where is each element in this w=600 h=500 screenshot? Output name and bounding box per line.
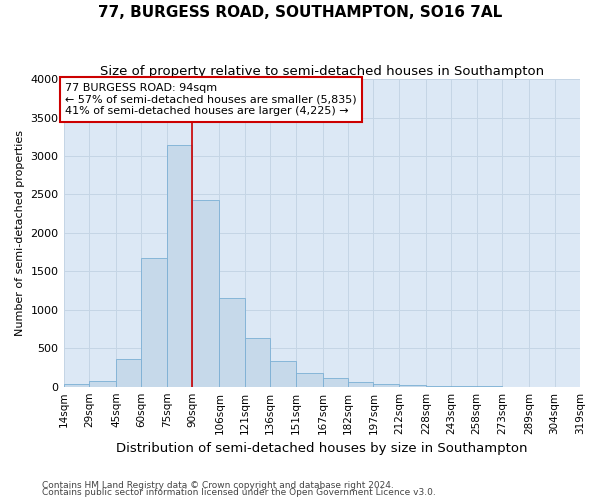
Bar xyxy=(323,378,348,386)
Title: Size of property relative to semi-detached houses in Southampton: Size of property relative to semi-detach… xyxy=(100,65,544,78)
X-axis label: Distribution of semi-detached houses by size in Southampton: Distribution of semi-detached houses by … xyxy=(116,442,527,455)
Text: Contains HM Land Registry data © Crown copyright and database right 2024.: Contains HM Land Registry data © Crown c… xyxy=(42,480,394,490)
Text: Contains public sector information licensed under the Open Government Licence v3: Contains public sector information licen… xyxy=(42,488,436,497)
Bar xyxy=(142,258,167,386)
Bar xyxy=(348,382,373,386)
Text: 77, BURGESS ROAD, SOUTHAMPTON, SO16 7AL: 77, BURGESS ROAD, SOUTHAMPTON, SO16 7AL xyxy=(98,5,502,20)
Bar xyxy=(167,144,192,386)
Bar xyxy=(245,338,270,386)
Bar xyxy=(220,298,245,386)
Text: 77 BURGESS ROAD: 94sqm
← 57% of semi-detached houses are smaller (5,835)
41% of : 77 BURGESS ROAD: 94sqm ← 57% of semi-det… xyxy=(65,83,357,116)
Bar xyxy=(192,200,220,386)
Bar xyxy=(64,384,89,386)
Bar xyxy=(89,380,116,386)
Bar xyxy=(296,373,323,386)
Bar xyxy=(373,384,399,386)
Y-axis label: Number of semi-detached properties: Number of semi-detached properties xyxy=(15,130,25,336)
Bar xyxy=(116,359,142,386)
Bar xyxy=(270,360,296,386)
Bar xyxy=(399,385,426,386)
